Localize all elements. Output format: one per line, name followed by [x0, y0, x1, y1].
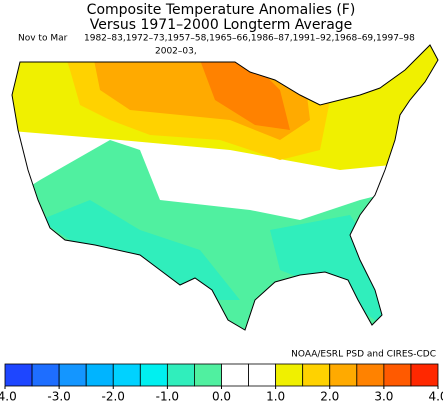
- credit: NOAA/ESRL PSD and CIRES-CDC: [291, 350, 436, 360]
- colorbar-box: [31, 363, 60, 387]
- colorbar-box: [221, 363, 249, 387]
- years: 2002–03,: [155, 47, 197, 57]
- colorbar-box: [166, 363, 195, 387]
- tick-label: -3.0: [47, 390, 70, 403]
- season: Nov to Mar: [18, 34, 68, 44]
- colorbar-box: [112, 363, 141, 387]
- tick-label: 4.0: [428, 390, 443, 403]
- years: 1982–83,1972–73,1957–58,1965–66,1986–87,…: [84, 34, 415, 44]
- colorbar-box: [139, 363, 168, 387]
- tick-label: -2.0: [102, 390, 125, 403]
- colorbar: -4.0 -3.0 -2.0 -1.0 0.0 1.0 2.0 3.0 4.0: [0, 363, 443, 403]
- colorbar-box: [248, 363, 277, 387]
- colorbar-box: [302, 363, 331, 387]
- tick-label: 3.0: [374, 390, 393, 403]
- tick-label: 2.0: [320, 390, 339, 403]
- title-line: Composite Temperature Anomalies (F): [87, 2, 356, 18]
- tick-label: 0.0: [212, 390, 231, 403]
- colorbar-box: [275, 363, 304, 387]
- colorbar-box: [194, 363, 222, 387]
- colorbar-box: [58, 363, 87, 387]
- colorbar-box: [4, 363, 33, 387]
- colorbar-box: [410, 363, 439, 387]
- colorbar-box: [383, 363, 412, 387]
- colorbar-box: [356, 363, 385, 387]
- us-outline: [11, 44, 439, 331]
- tick-label: 1.0: [266, 390, 285, 403]
- colorbar-box: [329, 363, 358, 387]
- tick-label: -4.0: [0, 390, 17, 403]
- title-line: Versus 1971–2000 Longterm Average: [90, 17, 353, 33]
- colorbar-box: [85, 363, 114, 387]
- tick-label: -1.0: [156, 390, 179, 403]
